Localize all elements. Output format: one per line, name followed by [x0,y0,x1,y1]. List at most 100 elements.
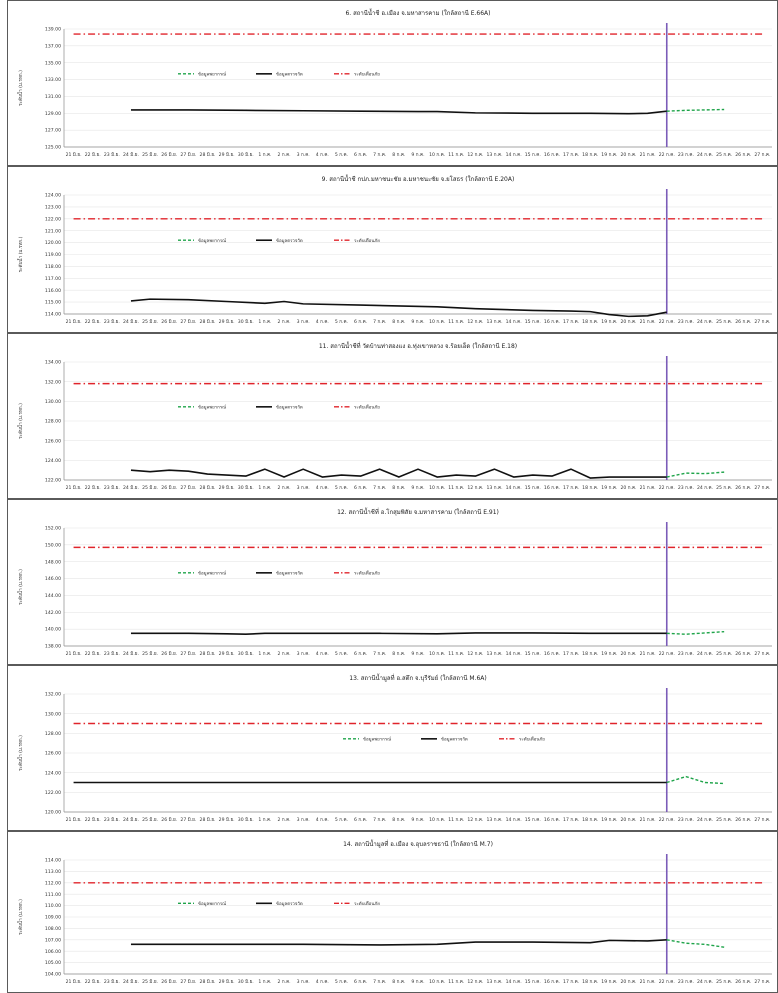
legend: ข้อมูลพยากรณ์ ข้อมูลตรวจวัด ระดับเตือนภัย [178,569,380,576]
x-tick-label: 5 ก.ค. [335,651,348,657]
x-tick-label: 11 ก.ค. [448,817,464,823]
x-tick-label: 8 ก.ค. [392,979,405,985]
x-tick-label: 12 ก.ค. [467,817,483,823]
x-tick-label: 16 ก.ค. [544,152,560,158]
x-tick-label: 21 ก.ค. [640,979,656,985]
x-tick-label: 1 ก.ค. [258,979,271,985]
x-tick-label: 10 ก.ค. [429,817,445,823]
chart-svg-6: 14. สถานีน้ำมูลที่ อ.เมือง จ.อุบลราชธานี… [17,838,772,985]
y-axis-label: ระดับน้ำ (ม.รทก.) [17,735,24,771]
x-tick-label: 13 ก.ค. [486,651,502,657]
x-tick-label: 11 ก.ค. [448,152,464,158]
legend-label-alert: ระดับเตือนภัย [519,735,545,742]
x-tick-label: 27 มิ.ย. [180,817,196,823]
legend: ข้อมูลพยากรณ์ ข้อมูลตรวจวัด ระดับเตือนภัย [178,403,380,410]
x-tick-label: 21 มิ.ย. [66,485,82,491]
y-tick-label: 118.00 [45,264,61,270]
y-axis-label: ระดับน้ำ (ม.รทก.) [17,236,24,272]
y-axis-label: ระดับน้ำ (ม.รทก.) [17,403,24,439]
x-tick-label: 9 ก.ค. [411,817,424,823]
x-tick-label: 30 มิ.ย. [238,319,254,325]
x-tick-label: 20 ก.ค. [620,485,636,491]
x-tick-label: 24 ก.ค. [697,485,713,491]
x-tick-label: 21 ก.ค. [640,485,656,491]
x-tick-label: 27 มิ.ย. [180,319,196,325]
x-tick-label: 7 ก.ค. [373,979,386,985]
chart-title: 9. สถานีน้ำชี กปภ.มหาชนะชัย อ.มหาชนะชัย … [322,173,515,183]
y-tick-label: 120.00 [45,240,61,246]
x-tick-label: 12 ก.ค. [467,319,483,325]
x-tick-label: 30 มิ.ย. [238,651,254,657]
x-tick-label: 26 มิ.ย. [161,485,177,491]
y-tick-label: 134.00 [45,360,61,366]
x-tick-label: 27 ก.ค. [754,485,770,491]
legend-label-alert: ระดับเตือนภัย [354,70,380,77]
y-tick-label: 142.00 [45,610,61,616]
x-tick-label: 25 มิ.ย. [142,319,158,325]
legend-label-alert: ระดับเตือนภัย [354,569,380,576]
x-tick-label: 14 ก.ค. [506,979,522,985]
x-tick-label: 24 มิ.ย. [123,979,139,985]
legend-label-observed: ข้อมูลตรวจวัด [441,736,468,742]
x-tick-label: 6 ก.ค. [354,817,367,823]
x-tick-label: 25 มิ.ย. [142,485,158,491]
x-tick-label: 22 ก.ค. [659,319,675,325]
x-tick-label: 21 มิ.ย. [66,651,82,657]
x-tick-label: 20 ก.ค. [620,319,636,325]
x-tick-label: 25 ก.ค. [716,152,732,158]
x-tick-label: 17 ก.ค. [563,485,579,491]
y-tick-label: 133.00 [45,77,61,83]
x-tick-label: 7 ก.ค. [373,651,386,657]
x-tick-label: 1 ก.ค. [258,319,271,325]
x-tick-label: 21 ก.ค. [640,651,656,657]
y-tick-label: 117.00 [45,276,61,282]
y-axis-label: ระดับน้ำ (ม.รทก.) [17,70,24,106]
x-tick-label: 19 ก.ค. [601,485,617,491]
x-tick-label: 5 ก.ค. [335,319,348,325]
x-tick-label: 5 ก.ค. [335,485,348,491]
legend-label-observed: ข้อมูลตรวจวัด [276,901,303,907]
x-tick-label: 22 ก.ค. [659,485,675,491]
legend-label-forecast: ข้อมูลพยากรณ์ [198,71,226,77]
x-tick-label: 12 ก.ค. [467,152,483,158]
x-tick-label: 27 มิ.ย. [180,651,196,657]
legend-label-observed: ข้อมูลตรวจวัด [276,71,303,77]
legend-label-forecast: ข้อมูลพยากรณ์ [198,404,226,410]
x-tick-label: 22 มิ.ย. [85,651,101,657]
y-tick-label: 135.00 [45,60,61,66]
x-tick-label: 8 ก.ค. [392,485,405,491]
x-tick-label: 8 ก.ค. [392,651,405,657]
legend-label-alert: ระดับเตือนภัย [354,237,380,244]
x-tick-label: 27 ก.ค. [754,979,770,985]
x-tick-label: 4 ก.ค. [316,979,329,985]
legend: ข้อมูลพยากรณ์ ข้อมูลตรวจวัด ระดับเตือนภัย [343,735,545,742]
x-tick-label: 7 ก.ค. [373,319,386,325]
x-tick-label: 21 มิ.ย. [66,319,82,325]
x-tick-label: 10 ก.ค. [429,485,445,491]
x-tick-label: 7 ก.ค. [373,485,386,491]
x-tick-label: 29 มิ.ย. [219,651,235,657]
x-tick-label: 3 ก.ค. [297,817,310,823]
x-tick-label: 19 ก.ค. [601,651,617,657]
y-tick-label: 148.00 [45,559,61,565]
x-tick-label: 27 มิ.ย. [180,979,196,985]
x-tick-label: 5 ก.ค. [335,152,348,158]
x-tick-label: 25 มิ.ย. [142,979,158,985]
y-tick-label: 121.00 [45,228,61,234]
x-tick-label: 24 มิ.ย. [123,485,139,491]
x-tick-label: 17 ก.ค. [563,979,579,985]
x-tick-label: 2 ก.ค. [277,152,290,158]
x-tick-label: 22 มิ.ย. [85,817,101,823]
x-tick-label: 9 ก.ค. [411,319,424,325]
chart-panel-1: 6. สถานีน้ำชี อ.เมือง จ.มหาสารคาม (ใกล้ส… [7,0,778,166]
x-tick-label: 22 ก.ค. [659,152,675,158]
x-tick-label: 24 มิ.ย. [123,319,139,325]
x-tick-label: 7 ก.ค. [373,817,386,823]
y-tick-label: 124.00 [45,770,61,776]
y-tick-label: 114.00 [45,858,61,864]
x-tick-label: 23 มิ.ย. [104,651,120,657]
y-tick-label: 110.00 [45,903,61,909]
legend-label-forecast: ข้อมูลพยากรณ์ [198,238,226,244]
forecast-series-line [666,108,725,112]
x-tick-label: 19 ก.ค. [601,979,617,985]
